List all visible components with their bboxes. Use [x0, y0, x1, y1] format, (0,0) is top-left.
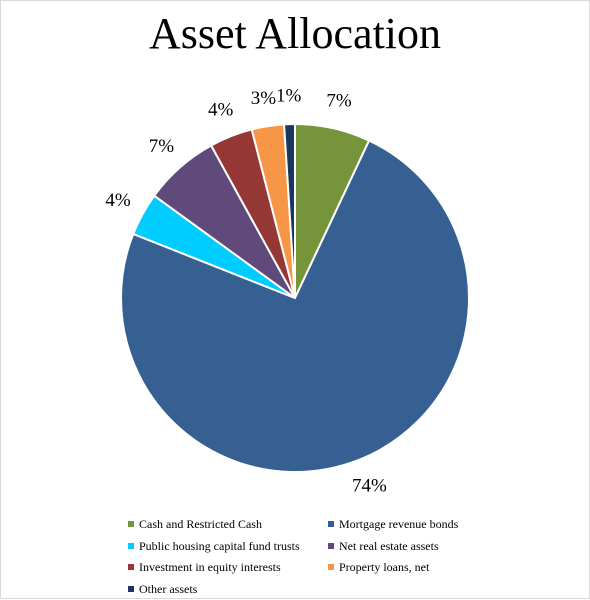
- legend-label: Other assets: [139, 582, 197, 596]
- legend-label: Public housing capital fund trusts: [139, 539, 300, 553]
- legend-item: Other assets: [128, 579, 197, 600]
- legend-item: Investment in equity interests: [128, 557, 281, 579]
- slice-data-label: 3%: [251, 88, 277, 109]
- pie-chart: 7% 74% 4% 7% 4% 3%1%: [0, 0, 590, 510]
- slice-data-label: 74%: [352, 475, 387, 496]
- slice-data-label: 4%: [208, 100, 234, 121]
- slice-data-label: 7%: [326, 90, 352, 111]
- legend-swatch: [328, 543, 334, 549]
- legend-swatch: [128, 564, 134, 570]
- legend-swatch: [128, 543, 134, 549]
- legend-swatch: [128, 586, 134, 592]
- slice-data-label: 4%: [105, 190, 131, 211]
- legend-label: Net real estate assets: [339, 539, 439, 553]
- legend-item: Mortgage revenue bonds: [328, 514, 458, 536]
- legend-label: Investment in equity interests: [139, 560, 281, 574]
- legend-swatch: [328, 564, 334, 570]
- legend-swatch: [328, 521, 334, 527]
- legend-label: Cash and Restricted Cash: [139, 517, 262, 531]
- legend-swatch: [128, 521, 134, 527]
- legend-item: Net real estate assets: [328, 536, 439, 558]
- slice-data-label: 1%: [276, 86, 302, 107]
- legend-item: Cash and Restricted Cash: [128, 514, 262, 536]
- legend-item: Property loans, net: [328, 557, 429, 579]
- legend-label: Mortgage revenue bonds: [339, 517, 458, 531]
- slice-data-label: 7%: [149, 136, 175, 157]
- legend-label: Property loans, net: [339, 560, 429, 574]
- legend-item: Public housing capital fund trusts: [128, 536, 300, 558]
